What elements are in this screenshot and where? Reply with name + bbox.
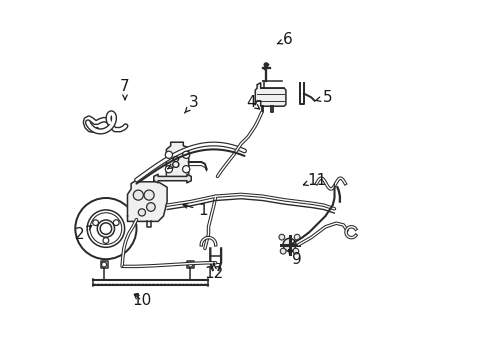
Text: 10: 10 — [132, 293, 151, 308]
Circle shape — [182, 166, 189, 173]
Text: 1: 1 — [183, 203, 207, 218]
Polygon shape — [166, 142, 188, 180]
Text: 11: 11 — [303, 172, 325, 188]
Text: 12: 12 — [204, 263, 223, 281]
Circle shape — [280, 248, 285, 254]
Text: 9: 9 — [288, 249, 301, 267]
Text: 3: 3 — [184, 95, 199, 113]
Circle shape — [144, 190, 154, 200]
Polygon shape — [127, 180, 167, 221]
Text: 4: 4 — [245, 95, 259, 110]
Circle shape — [294, 234, 300, 240]
Circle shape — [182, 151, 189, 158]
Text: 6: 6 — [277, 32, 292, 47]
Text: 2: 2 — [75, 226, 91, 242]
Circle shape — [133, 190, 143, 200]
Polygon shape — [255, 83, 285, 106]
Text: 8: 8 — [167, 156, 180, 171]
Circle shape — [138, 209, 145, 216]
Polygon shape — [153, 174, 191, 183]
Circle shape — [283, 238, 295, 251]
Circle shape — [146, 203, 155, 211]
Circle shape — [165, 166, 172, 173]
Circle shape — [165, 151, 172, 158]
Circle shape — [264, 63, 267, 67]
Text: 7: 7 — [120, 79, 129, 100]
Circle shape — [292, 248, 298, 254]
Text: 5: 5 — [315, 90, 331, 105]
Circle shape — [279, 234, 284, 240]
